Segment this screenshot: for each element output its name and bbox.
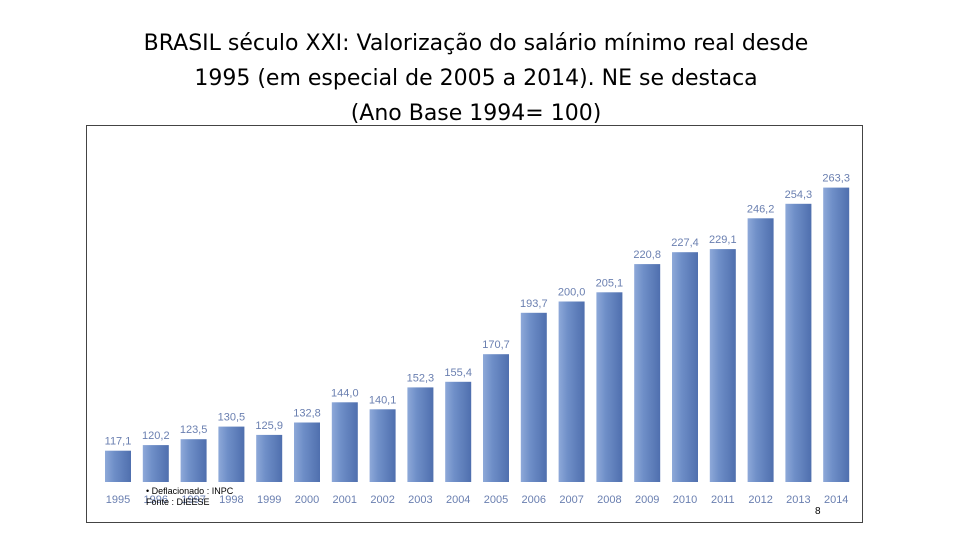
x-tick-label-2014: 2014	[824, 494, 848, 506]
bar-2009	[634, 264, 661, 482]
bar-1997	[180, 439, 207, 482]
x-tick-label-2004: 2004	[446, 494, 470, 506]
value-label-1999: 125,9	[255, 420, 283, 432]
value-label-2001: 144,0	[331, 387, 359, 399]
value-label-2013: 254,3	[785, 189, 813, 201]
value-label-1997: 123,5	[180, 424, 208, 436]
page-number: 8	[815, 506, 821, 517]
value-label-2009: 220,8	[633, 249, 661, 261]
bar-2012	[747, 218, 774, 483]
footnote-deflator: • Deflacionado : INPC	[146, 486, 234, 496]
bar-2003	[407, 387, 434, 482]
bar-2000	[294, 422, 320, 482]
value-label-1995: 117,1	[105, 436, 132, 448]
value-label-2008: 205,1	[596, 277, 624, 289]
x-tick-label-2012: 2012	[748, 494, 772, 506]
bar-2007	[558, 301, 585, 482]
x-tick-label-1999: 1999	[257, 494, 281, 506]
value-label-2006: 193,7	[520, 298, 548, 310]
value-label-2004: 155,4	[444, 367, 472, 379]
bar-1999	[256, 434, 283, 482]
bar-2011	[709, 249, 736, 482]
value-label-2010: 227,4	[671, 237, 699, 249]
x-tick-label-2002: 2002	[370, 494, 394, 506]
value-label-2007: 200,0	[558, 287, 586, 299]
bar-2002	[369, 409, 396, 482]
x-tick-label-1996: 1996	[144, 494, 168, 506]
x-tick-label-1998: 1998	[219, 494, 243, 506]
x-tick-label-2011: 2011	[711, 494, 735, 506]
title-line-1: BRASIL século XXI: Valorização do salári…	[143, 31, 809, 56]
bar-2001	[331, 402, 358, 482]
value-label-1996: 120,2	[142, 430, 170, 442]
x-tick-label-2013: 2013	[786, 494, 810, 506]
title-line-3: (Ano Base 1994= 100)	[350, 101, 602, 126]
bar-2006	[520, 312, 547, 482]
bar-2004	[445, 381, 472, 482]
footnote: • Deflacionado : INPC Fonte : DIEESE	[146, 486, 233, 508]
x-tick-label-1997: 1997	[181, 494, 205, 506]
bar-2014	[823, 187, 850, 482]
bar-2005	[483, 354, 509, 482]
bar-1998	[218, 426, 245, 482]
bar-1996	[142, 445, 169, 482]
value-label-2014: 263,3	[822, 173, 850, 185]
value-label-2005: 170,7	[482, 339, 510, 351]
value-label-2000: 132,8	[293, 408, 321, 420]
x-tick-label-2008: 2008	[597, 494, 621, 506]
x-tick-label-1995: 1995	[106, 494, 130, 506]
bar-1995	[105, 450, 131, 482]
x-tick-label-2001: 2001	[333, 494, 357, 506]
bar-2010	[672, 252, 698, 482]
x-tick-label-2007: 2007	[559, 494, 583, 506]
bar-2013	[785, 203, 812, 483]
value-label-2011: 229,1	[709, 234, 737, 246]
value-label-1998: 130,5	[218, 412, 246, 424]
x-tick-label-2005: 2005	[484, 494, 508, 506]
title-line-2: 1995 (em especial de 2005 a 2014). NE se…	[194, 66, 758, 91]
value-label-2003: 152,3	[407, 372, 435, 384]
value-label-2002: 140,1	[369, 394, 397, 406]
footnote-source: Fonte : DIEESE	[146, 497, 210, 507]
slide-title: BRASIL século XXI: Valorização do salári…	[60, 26, 892, 131]
x-tick-label-2006: 2006	[522, 494, 546, 506]
bar-2008	[596, 292, 623, 482]
x-tick-label-2003: 2003	[408, 494, 432, 506]
value-label-2012: 246,2	[747, 203, 775, 215]
x-tick-label-2000: 2000	[295, 494, 319, 506]
x-tick-label-2010: 2010	[673, 494, 697, 506]
x-tick-label-2009: 2009	[635, 494, 659, 506]
